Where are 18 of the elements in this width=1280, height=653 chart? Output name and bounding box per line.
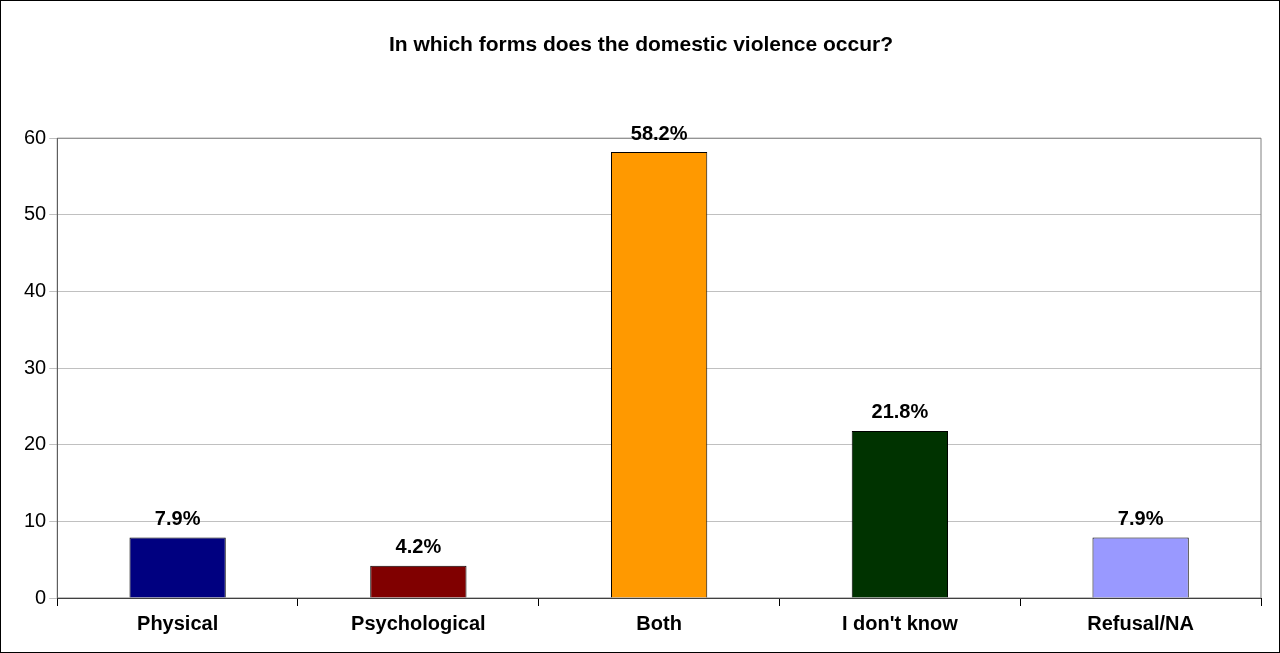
data-label: 7.9% [1117,506,1164,529]
x-tick-label: Both [636,611,682,634]
y-tick-label: 60 [24,125,47,148]
data-label: 7.9% [154,506,201,529]
x-tick-label: I don't know [841,611,959,634]
x-tick-label: Refusal/NA [1087,611,1194,634]
y-tick-label: 50 [24,202,47,225]
x-tick-label: Psychological [351,611,486,634]
y-tick-label: 10 [24,508,47,531]
data-label: 4.2% [395,535,442,558]
y-tick-label: 20 [24,432,47,455]
y-tick-label: 30 [24,355,47,378]
y-tick-label: 0 [35,585,47,608]
data-label: 21.8% [871,400,929,423]
chart-title: In which forms does the domestic violence occur? [388,32,894,56]
y-tick-label: 40 [24,278,47,301]
x-tick-label: Physical [137,611,219,634]
data-label: 58.2% [630,121,688,144]
